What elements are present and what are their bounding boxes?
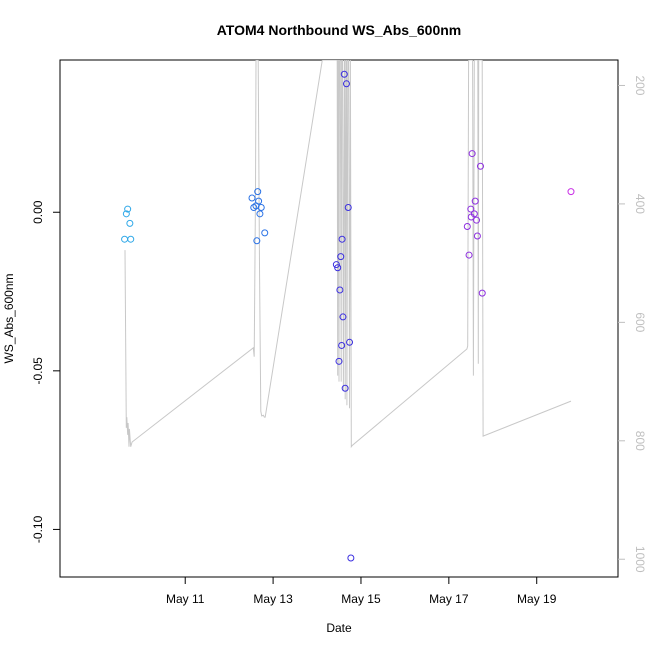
data-point	[334, 264, 342, 272]
data-point	[346, 338, 354, 346]
data-point	[248, 194, 256, 202]
x-tick-label: May 13	[253, 592, 293, 606]
data-point	[463, 223, 471, 231]
data-point	[332, 261, 340, 269]
data-point	[476, 162, 484, 170]
data-point	[337, 253, 345, 261]
data-point	[341, 384, 349, 392]
data-point	[338, 235, 346, 243]
data-point	[465, 251, 473, 259]
data-point	[254, 188, 262, 196]
x-tick-label: May 19	[517, 592, 557, 606]
y-axis-right: 200 400 600 800 1000	[618, 75, 647, 573]
data-point	[342, 80, 350, 88]
data-point	[126, 219, 134, 227]
data-point	[467, 205, 475, 213]
x-axis: May 11 May 13 May 15 May 17 May 19	[166, 577, 557, 606]
data-point	[122, 210, 130, 218]
data-point	[347, 554, 355, 562]
data-point	[468, 150, 476, 158]
data-point	[567, 188, 575, 196]
data-point	[250, 203, 258, 211]
right-tick-label: 800	[633, 431, 647, 451]
data-point	[121, 235, 129, 243]
y-axis-left: -0.10 -0.05 0.00	[31, 200, 60, 543]
points-group	[121, 70, 575, 562]
depth-line	[124, 60, 572, 449]
data-point	[478, 289, 486, 297]
x-tick-label: May 17	[429, 592, 469, 606]
data-point	[261, 229, 269, 237]
data-point	[124, 205, 132, 213]
chart-title: ATOM4 Northbound WS_Abs_600nm	[217, 22, 462, 38]
data-point	[338, 341, 346, 349]
data-point	[255, 197, 263, 205]
data-point	[339, 313, 347, 321]
data-point	[470, 210, 478, 218]
y-tick-label: -0.10	[31, 515, 45, 543]
data-point	[335, 357, 343, 365]
right-tick-label: 400	[633, 194, 647, 214]
data-point	[336, 286, 344, 294]
x-tick-label: May 11	[166, 592, 205, 606]
y-tick-label: 0.00	[31, 200, 45, 224]
right-tick-label: 200	[633, 75, 647, 95]
x-tick-label: May 15	[341, 592, 381, 606]
y-axis-label: WS_Abs_600nm	[2, 273, 16, 363]
depth-line-group	[124, 60, 572, 449]
data-point	[340, 70, 348, 78]
y-tick-label: -0.05	[31, 357, 45, 385]
data-point	[256, 210, 264, 218]
data-point	[253, 237, 261, 245]
data-point	[471, 197, 479, 205]
data-point	[127, 235, 135, 243]
data-point	[257, 203, 265, 211]
data-point	[473, 216, 481, 224]
right-tick-label: 1000	[633, 546, 647, 573]
data-point	[344, 203, 352, 211]
data-point	[473, 232, 481, 240]
right-tick-label: 600	[633, 312, 647, 332]
x-axis-label: Date	[326, 621, 352, 635]
